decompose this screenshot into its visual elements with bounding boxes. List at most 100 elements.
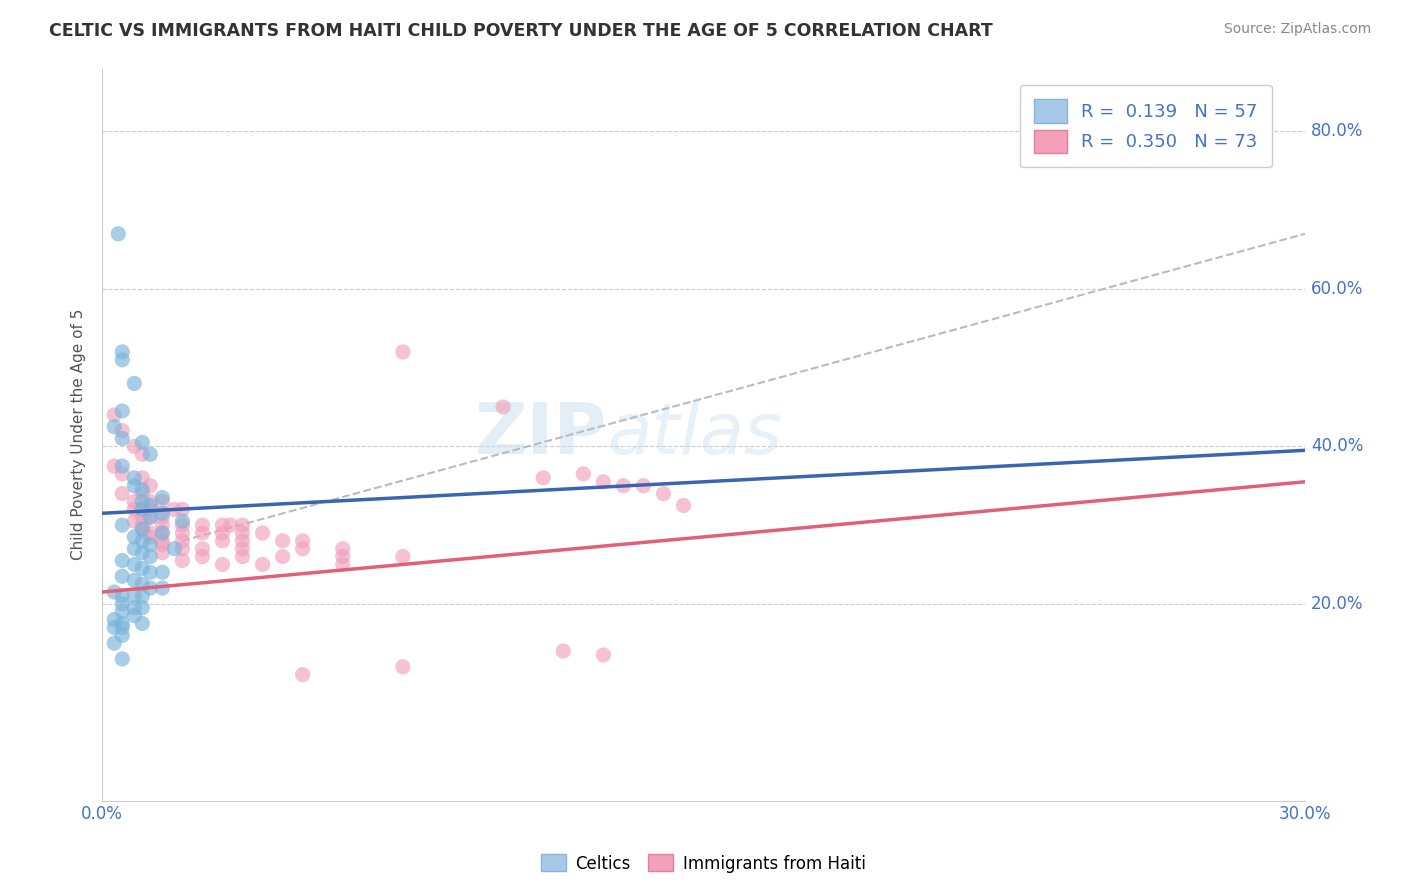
Point bbox=[150, 525, 173, 540]
Point bbox=[231, 533, 253, 548]
Point bbox=[150, 566, 173, 580]
Point bbox=[231, 549, 253, 564]
Point bbox=[124, 494, 146, 508]
Point bbox=[531, 471, 554, 485]
Point bbox=[291, 667, 314, 681]
Point bbox=[672, 499, 695, 513]
Text: Source: ZipAtlas.com: Source: ZipAtlas.com bbox=[1223, 22, 1371, 37]
Point bbox=[139, 510, 162, 524]
Point bbox=[633, 479, 655, 493]
Point bbox=[139, 447, 162, 461]
Point bbox=[131, 494, 153, 508]
Point bbox=[271, 549, 294, 564]
Point bbox=[139, 479, 162, 493]
Point bbox=[392, 660, 415, 674]
Point bbox=[111, 432, 134, 446]
Point bbox=[131, 502, 153, 516]
Point bbox=[131, 518, 153, 533]
Text: 40.0%: 40.0% bbox=[1310, 437, 1364, 456]
Text: 20.0%: 20.0% bbox=[1310, 595, 1364, 613]
Y-axis label: Child Poverty Under the Age of 5: Child Poverty Under the Age of 5 bbox=[72, 309, 86, 560]
Point bbox=[111, 628, 134, 642]
Point bbox=[211, 558, 233, 572]
Point bbox=[124, 541, 146, 556]
Point bbox=[172, 533, 194, 548]
Point bbox=[111, 597, 134, 611]
Point bbox=[111, 553, 134, 567]
Point bbox=[103, 613, 125, 627]
Point bbox=[211, 518, 233, 533]
Point bbox=[139, 549, 162, 564]
Legend: Celtics, Immigrants from Haiti: Celtics, Immigrants from Haiti bbox=[534, 847, 872, 880]
Point bbox=[553, 644, 575, 658]
Point bbox=[231, 541, 253, 556]
Point bbox=[124, 514, 146, 528]
Point bbox=[103, 408, 125, 422]
Point bbox=[150, 518, 173, 533]
Point bbox=[150, 546, 173, 560]
Point bbox=[211, 533, 233, 548]
Point bbox=[131, 522, 153, 536]
Point bbox=[172, 518, 194, 533]
Point bbox=[612, 479, 634, 493]
Point bbox=[172, 541, 194, 556]
Point bbox=[150, 533, 173, 548]
Point bbox=[124, 471, 146, 485]
Point bbox=[163, 502, 186, 516]
Point bbox=[131, 447, 153, 461]
Point bbox=[150, 506, 173, 520]
Point bbox=[111, 518, 134, 533]
Point bbox=[252, 525, 274, 540]
Point bbox=[211, 525, 233, 540]
Point bbox=[191, 525, 214, 540]
Point bbox=[124, 502, 146, 516]
Point bbox=[124, 558, 146, 572]
Legend: R =  0.139   N = 57, R =  0.350   N = 73: R = 0.139 N = 57, R = 0.350 N = 73 bbox=[1019, 85, 1272, 168]
Point bbox=[131, 589, 153, 603]
Point bbox=[124, 479, 146, 493]
Point bbox=[392, 549, 415, 564]
Point bbox=[139, 581, 162, 595]
Point bbox=[150, 525, 173, 540]
Point bbox=[131, 435, 153, 450]
Point bbox=[139, 530, 162, 544]
Text: CELTIC VS IMMIGRANTS FROM HAITI CHILD POVERTY UNDER THE AGE OF 5 CORRELATION CHA: CELTIC VS IMMIGRANTS FROM HAITI CHILD PO… bbox=[49, 22, 993, 40]
Point bbox=[271, 533, 294, 548]
Point bbox=[111, 605, 134, 619]
Point bbox=[139, 494, 162, 508]
Point bbox=[150, 494, 173, 508]
Point bbox=[392, 345, 415, 359]
Point bbox=[652, 486, 675, 500]
Point bbox=[332, 541, 354, 556]
Point bbox=[107, 227, 129, 241]
Point bbox=[191, 541, 214, 556]
Point bbox=[111, 404, 134, 418]
Point bbox=[139, 510, 162, 524]
Point bbox=[131, 522, 153, 536]
Text: 80.0%: 80.0% bbox=[1310, 122, 1364, 141]
Point bbox=[124, 439, 146, 453]
Point bbox=[139, 502, 162, 516]
Point bbox=[492, 400, 515, 414]
Point bbox=[332, 558, 354, 572]
Point bbox=[124, 573, 146, 587]
Point bbox=[111, 486, 134, 500]
Point bbox=[592, 648, 614, 662]
Point bbox=[252, 558, 274, 572]
Point bbox=[131, 502, 153, 516]
Point bbox=[219, 518, 242, 533]
Point bbox=[150, 581, 173, 595]
Point bbox=[572, 467, 595, 481]
Point bbox=[191, 549, 214, 564]
Point bbox=[103, 620, 125, 634]
Point bbox=[111, 616, 134, 631]
Point bbox=[131, 483, 153, 497]
Point bbox=[172, 514, 194, 528]
Point bbox=[111, 458, 134, 473]
Point bbox=[131, 546, 153, 560]
Point bbox=[111, 352, 134, 367]
Point bbox=[191, 518, 214, 533]
Point bbox=[172, 502, 194, 516]
Point bbox=[131, 471, 153, 485]
Point bbox=[131, 616, 153, 631]
